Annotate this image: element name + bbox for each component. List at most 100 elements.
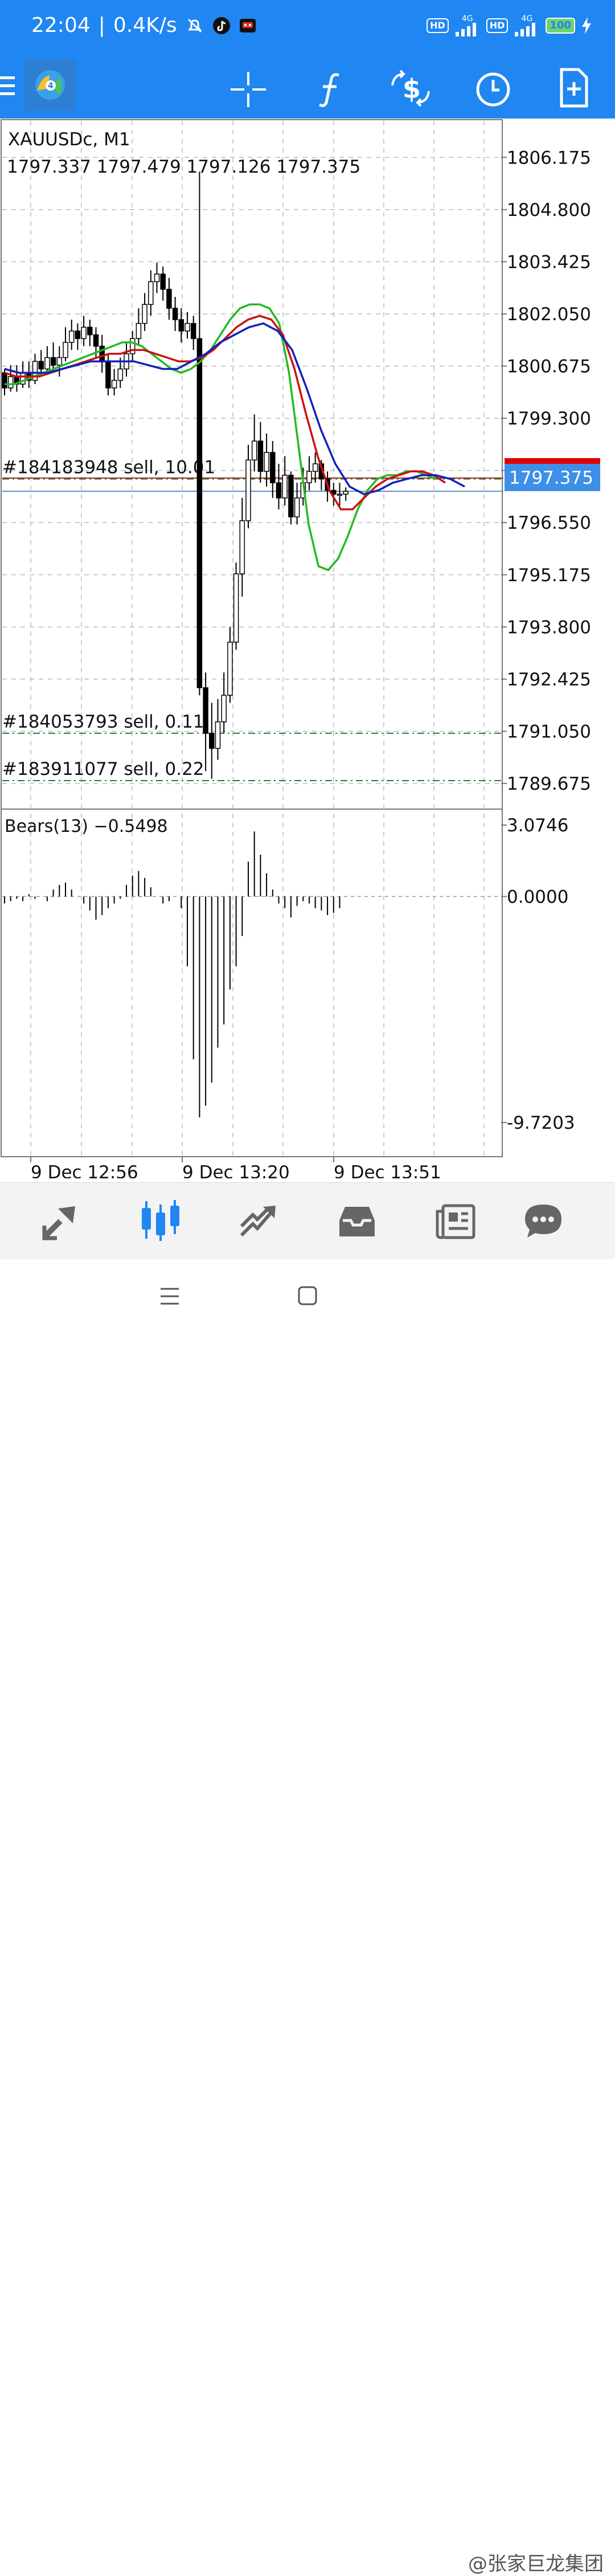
candle-body: [105, 361, 111, 389]
tiktok-icon: [212, 17, 230, 34]
candle-body: [93, 334, 99, 347]
candle-body: [227, 642, 233, 696]
candle-body: [142, 304, 147, 324]
candle-body: [239, 520, 245, 574]
time-scale-label: 9 Dec 13:20: [182, 1162, 290, 1178]
price-chart[interactable]: #184183948 sell, 10.01 #184053793 sell, 0…: [0, 119, 615, 1183]
candle-body: [209, 733, 215, 749]
price-scale-label: 1795.175: [507, 565, 591, 586]
candle-body: [190, 322, 196, 339]
charging-icon: [582, 17, 591, 34]
price-scale-label: 1806.175: [507, 148, 591, 168]
candle-body: [270, 452, 276, 484]
price-scale-label: 1793.800: [507, 617, 591, 638]
moving-averages: [4, 303, 465, 571]
trade-icon[interactable]: [239, 1203, 279, 1240]
candle-body: [56, 357, 63, 366]
candle-body: [282, 475, 288, 499]
time-scale-label: 9 Dec 12:56: [31, 1162, 138, 1178]
clock-icon[interactable]: [474, 71, 512, 108]
signal-icon-2: [515, 23, 536, 36]
price-scale-label: 1789.675: [507, 774, 591, 794]
candle-body: [251, 440, 257, 461]
candle-body: [111, 379, 117, 389]
indicator-frame: [1, 809, 503, 1157]
candle-body: [221, 695, 227, 722]
home-icon[interactable]: [297, 1285, 318, 1306]
svg-text:4: 4: [48, 81, 54, 91]
candle-body: [184, 322, 190, 332]
new-document-icon[interactable]: [558, 67, 590, 108]
hd-badge-2: HD: [486, 18, 509, 33]
system-navigation: @张家巨龙集团: [0, 1259, 615, 2575]
candle-body: [245, 459, 251, 521]
dollar-icon[interactable]: $: [389, 68, 432, 108]
candle-body: [294, 497, 300, 517]
candle-body: [288, 475, 294, 517]
svg-text:$: $: [403, 74, 421, 104]
candle-body: [2, 372, 7, 389]
candle-body: [276, 482, 282, 499]
grid-lines: [2, 121, 501, 1156]
candle-body: [257, 440, 264, 472]
candle-body: [233, 573, 239, 643]
candle-body: [178, 319, 184, 332]
candle-body: [154, 273, 160, 283]
mute-bell-icon: [187, 18, 202, 32]
candle-body: [312, 463, 318, 472]
ohlc-values: 1797.337 1797.479 1797.126 1797.375: [7, 157, 360, 177]
status-net-speed: 0.4K/s: [113, 14, 177, 37]
recent-apps-icon[interactable]: [159, 1287, 180, 1306]
candle-body: [203, 687, 208, 734]
candle-body: [81, 326, 87, 339]
price-scale-label: 1796.550: [507, 513, 591, 533]
chat-icon[interactable]: [523, 1202, 564, 1240]
candle-body: [68, 330, 75, 343]
status-right: HD 4G HD 4G 100: [427, 15, 592, 36]
quotes-icon[interactable]: [41, 1203, 81, 1240]
candle-body: [75, 330, 81, 339]
order-label: #183911077 sell, 0.22: [2, 759, 204, 779]
candle-body: [87, 326, 93, 336]
indicator-scale-label: 0.0000: [507, 887, 568, 907]
battery-icon: 100: [546, 18, 575, 34]
indicator-title: Bears(13) −0.5498: [5, 817, 168, 836]
candle-body: [215, 721, 221, 749]
candle-body: [129, 338, 136, 354]
price-scale-label: 1802.050: [507, 304, 591, 325]
candle-body: [343, 491, 348, 495]
signal-icon: [455, 23, 476, 36]
candle-body: [148, 281, 154, 305]
candle-body: [63, 342, 68, 358]
candle-body: [32, 361, 38, 381]
candle-body: [337, 493, 343, 496]
menu-icon[interactable]: [0, 68, 17, 104]
candle-body: [264, 452, 269, 472]
price-scale-label: 1791.050: [507, 721, 591, 742]
app-toolbar: 4 $: [0, 55, 615, 119]
price-scale-label: 1799.300: [507, 409, 591, 429]
chart-icon[interactable]: [140, 1199, 182, 1242]
bottom-navigation: [0, 1182, 615, 1260]
price-scale-label: 1803.425: [507, 252, 591, 272]
metatrader-logo-icon[interactable]: 4: [24, 59, 76, 111]
crosshair-icon[interactable]: [229, 71, 267, 108]
hd-badge-1: HD: [427, 18, 449, 33]
candle-body: [117, 368, 124, 381]
candle-body: [99, 345, 105, 362]
candle-body: [306, 471, 312, 484]
network-type-1: 4G: [461, 14, 473, 23]
price-scale-label: 1804.800: [507, 200, 591, 221]
time-scale: 9 Dec 12:56 9 Dec 13:20 9 Dec 13:51: [30, 1157, 441, 1183]
history-icon[interactable]: [337, 1203, 377, 1239]
chart-area[interactable]: #184183948 sell, 10.01 #184053793 sell, 0…: [0, 119, 615, 1183]
function-icon[interactable]: [316, 71, 345, 108]
order-label: #184183948 sell, 10.01: [2, 458, 215, 478]
price-scale-label: 1792.425: [507, 669, 591, 690]
candle-body: [50, 357, 56, 366]
indicator-scale: 3.0746 0.0000 -9.7203: [501, 815, 575, 1133]
order-lines: #184183948 sell, 10.01 #184053793 sell, 0…: [2, 458, 503, 782]
status-bar: 22:04 | 0.4K/s HD 4G HD 4G: [0, 0, 615, 55]
news-icon[interactable]: [435, 1203, 476, 1240]
candle-body: [38, 361, 44, 370]
